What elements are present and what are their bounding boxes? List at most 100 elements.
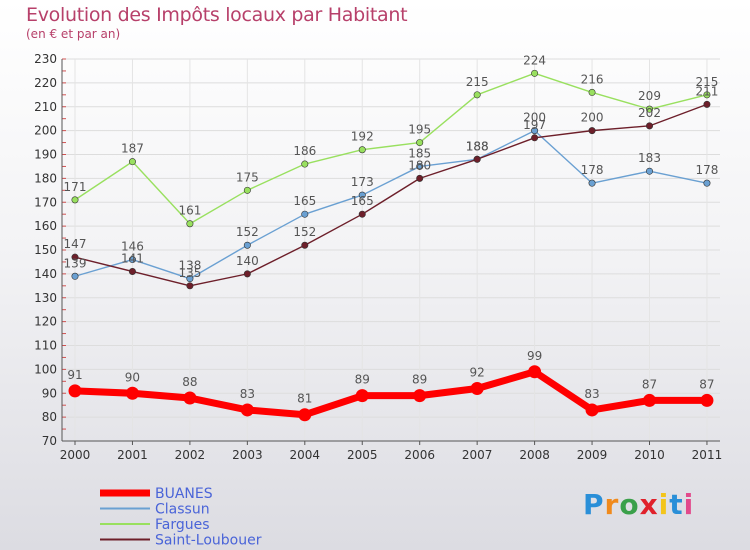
data-point <box>71 253 79 261</box>
data-point <box>588 127 596 135</box>
data-label: 92 <box>470 365 485 379</box>
data-label: 90 <box>125 370 140 384</box>
data-label: 187 <box>121 142 144 156</box>
data-label: 195 <box>408 123 431 137</box>
data-point <box>703 91 711 99</box>
data-label: 138 <box>178 259 201 273</box>
data-point <box>243 186 251 194</box>
data-point <box>528 365 542 379</box>
data-label: 165 <box>293 194 316 208</box>
series-line-buanes <box>74 368 707 419</box>
data-label: 141 <box>121 251 144 265</box>
data-label: 188 <box>466 139 489 153</box>
data-point <box>643 393 656 407</box>
data-point <box>183 391 197 405</box>
axes: 7080901001101201301401501601701801902002… <box>34 52 722 462</box>
proxiti-logo: Proxiti <box>583 488 695 521</box>
data-label: 188 <box>466 139 489 153</box>
legend-label: Saint-Loubouer <box>155 533 262 549</box>
x-tick-label: 2005 <box>347 448 378 462</box>
chart-subtitle: (en € et par an) <box>26 27 121 41</box>
data-label: 211 <box>695 84 718 98</box>
legend-label: Classun <box>155 502 210 518</box>
data-point <box>531 127 539 135</box>
data-point <box>301 241 309 249</box>
data-label: 146 <box>121 240 144 254</box>
data-point <box>358 210 366 218</box>
data-point <box>128 256 136 264</box>
x-tick-label: 2006 <box>404 448 435 462</box>
data-label: 89 <box>355 373 370 387</box>
data-point <box>700 393 714 407</box>
data-point <box>128 158 136 166</box>
data-label: 152 <box>293 225 316 239</box>
data-label: 152 <box>236 225 259 239</box>
grid-lines <box>62 58 720 442</box>
data-point <box>240 403 254 417</box>
data-label: 173 <box>351 175 374 189</box>
series-line-saint-loubouer <box>74 103 708 287</box>
data-label: 91 <box>67 368 82 382</box>
data-point <box>588 88 596 96</box>
data-point <box>588 179 596 187</box>
y-tick-label: 160 <box>34 219 57 233</box>
data-label: 147 <box>64 237 87 251</box>
data-label: 165 <box>351 194 374 208</box>
data-point <box>703 100 711 108</box>
x-tick-label: 2000 <box>60 448 91 462</box>
x-tick-label: 2007 <box>462 448 493 462</box>
legend-label: BUANES <box>155 486 213 502</box>
x-tick-label: 2003 <box>232 448 263 462</box>
legend-label: Fargues <box>155 517 210 533</box>
data-point <box>473 91 481 99</box>
data-point <box>71 196 79 204</box>
data-point <box>128 267 136 275</box>
data-point <box>416 162 424 170</box>
data-point <box>355 389 369 403</box>
x-tick-label: 2001 <box>117 448 148 462</box>
series-line-fargues <box>74 72 708 225</box>
data-label: 81 <box>297 392 312 406</box>
data-point <box>416 139 424 147</box>
data-point <box>416 174 424 182</box>
data-point <box>298 408 312 422</box>
data-point <box>186 220 194 228</box>
data-label: 171 <box>64 180 87 194</box>
data-point <box>358 191 366 199</box>
data-label: 87 <box>642 377 657 391</box>
data-label: 180 <box>408 158 431 172</box>
y-tick-label: 180 <box>34 171 57 185</box>
data-label: 183 <box>638 151 661 165</box>
data-label: 161 <box>178 204 201 218</box>
x-tick-label: 2004 <box>290 448 321 462</box>
x-tick-label: 2009 <box>577 448 608 462</box>
data-label: 192 <box>351 130 374 144</box>
data-label: 200 <box>523 111 546 125</box>
data-label: 178 <box>695 163 718 177</box>
data-point <box>413 389 427 403</box>
data-label: 186 <box>293 144 316 158</box>
data-label: 83 <box>240 387 255 401</box>
data-point <box>68 384 82 398</box>
x-tick-label: 2002 <box>175 448 206 462</box>
y-tick-label: 110 <box>34 339 57 353</box>
y-tick-label: 200 <box>34 124 57 138</box>
series-line-classun <box>74 129 708 280</box>
y-tick-label: 130 <box>34 291 57 305</box>
data-point <box>186 275 194 283</box>
y-tick-label: 170 <box>34 195 57 209</box>
y-tick-label: 210 <box>34 100 57 114</box>
data-labels: 91 90 88 83 81 89 89 92 99 83 87 87 139 146 138 152 165 1… <box>64 53 719 405</box>
data-point <box>585 403 599 417</box>
data-point <box>645 167 653 175</box>
data-point <box>301 210 309 218</box>
y-tick-label: 190 <box>34 148 57 162</box>
data-point <box>71 272 79 280</box>
data-point <box>645 105 653 113</box>
x-tick-label: 2011 <box>692 448 723 462</box>
data-point <box>243 270 251 278</box>
data-point <box>703 179 711 187</box>
data-label: 139 <box>64 256 87 270</box>
